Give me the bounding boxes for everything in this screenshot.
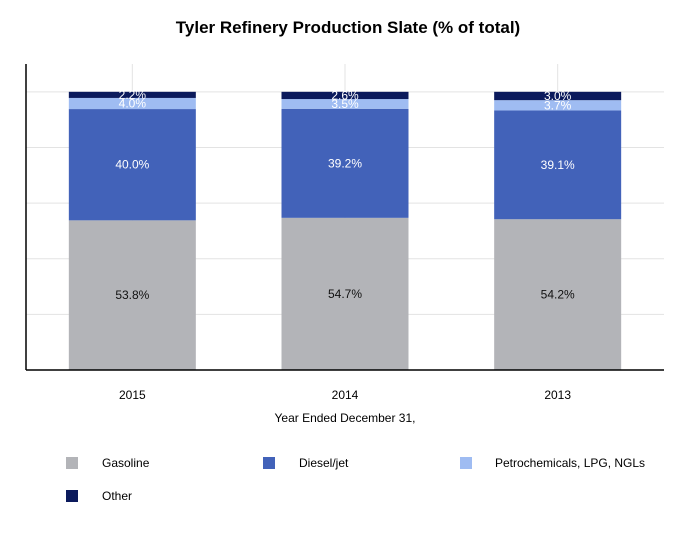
data-labels: 53.8% 40.0% 4.0%2.2% 54.7% 39.2% 3.5%2.6% 54.2…	[115, 88, 575, 302]
data-label: 3.0%	[544, 89, 572, 103]
data-label: 54.7%	[328, 287, 362, 301]
legend-label: Petrochemicals, LPG, NGLs	[495, 456, 645, 470]
legend-swatch	[460, 457, 472, 469]
bar-other-2014	[281, 91, 409, 100]
data-label: 39.2%	[328, 156, 362, 170]
legend: Gasoline Diesel/jet Petrochemicals, LPG, N…	[66, 456, 645, 503]
legend-swatch	[66, 490, 78, 502]
data-label: 3.7%	[544, 98, 572, 112]
legend-label: Other	[102, 489, 132, 503]
legend-swatch	[263, 457, 275, 469]
data-label: 3.5%	[331, 97, 359, 111]
x-axis-label: Year Ended December 31,	[275, 411, 416, 425]
bar-gasoline-2015	[68, 220, 196, 370]
data-label: 4.0%	[119, 97, 147, 111]
x-tick-label: 2014	[332, 388, 359, 402]
bar-diesel-jet-2013	[494, 110, 622, 220]
bar-other-2013	[494, 91, 622, 101]
bar-petrochemicals-lpg-ngls-2014	[281, 99, 409, 109]
bar-petrochemicals-lpg-ngls-2013	[494, 100, 622, 111]
x-tick-label: 2015	[119, 388, 146, 402]
bar-other-2015	[68, 91, 196, 98]
data-label: 40.0%	[115, 158, 149, 172]
bar-diesel-jet-2015	[68, 109, 196, 221]
x-tick-label: 2013	[544, 388, 571, 402]
x-tick-labels: 2015 2014 2013	[119, 388, 571, 402]
data-label: 54.2%	[541, 288, 575, 302]
bars	[68, 91, 622, 370]
legend-swatch	[66, 457, 78, 469]
data-label: 39.1%	[541, 158, 575, 172]
chart-title: Tyler Refinery Production Slate (% of to…	[176, 18, 520, 37]
data-label: 2.2%	[119, 88, 147, 102]
data-label: 2.6%	[331, 88, 359, 102]
legend-label: Diesel/jet	[299, 456, 349, 470]
legend-label: Gasoline	[102, 456, 150, 470]
bar-diesel-jet-2014	[281, 108, 409, 218]
bar-gasoline-2014	[281, 217, 409, 370]
bar-gasoline-2013	[494, 219, 622, 370]
data-label: 53.8%	[115, 288, 149, 302]
bar-petrochemicals-lpg-ngls-2015	[68, 97, 196, 110]
